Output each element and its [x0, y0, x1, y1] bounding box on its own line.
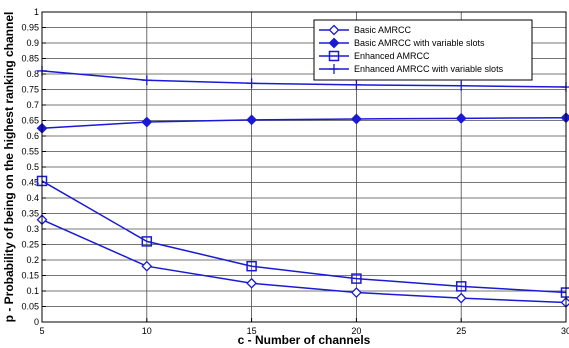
- y-tick-label: 0.4: [26, 193, 39, 203]
- data-point: [350, 287, 362, 298]
- data-point: [141, 260, 153, 272]
- data-point: [351, 273, 362, 284]
- data-point: [246, 114, 258, 126]
- x-tick-label: 10: [142, 326, 152, 336]
- y-tick-label: 0.7: [26, 100, 39, 110]
- series-group: [36, 65, 569, 308]
- y-tick-label: 0.05: [21, 302, 39, 312]
- legend-entry-3: Enhanced AMRCC: [319, 50, 430, 62]
- series-1: [36, 214, 569, 308]
- x-tick-label: 20: [351, 326, 361, 336]
- y-tick-label: 0.45: [21, 178, 39, 188]
- data-point: [246, 78, 257, 89]
- y-tick-label: 0.5: [26, 162, 39, 172]
- y-tick-label: 0.75: [21, 85, 39, 95]
- legend-marker: [328, 24, 340, 36]
- y-tick-label: 0.15: [21, 271, 39, 281]
- data-point: [141, 75, 152, 86]
- x-tick-label: 30: [561, 326, 569, 336]
- series-line: [41, 219, 567, 304]
- data-point: [246, 277, 258, 289]
- legend-marker: [329, 64, 339, 74]
- series-line: [41, 116, 567, 129]
- legend-box: [313, 19, 533, 81]
- y-tick-label: 0.8: [26, 69, 39, 79]
- y-tick-label: 0.2: [26, 255, 39, 265]
- legend-label: Enhanced AMRCC: [354, 51, 430, 61]
- y-tick-label: 0.6: [26, 131, 39, 141]
- x-tick-label: 5: [39, 326, 44, 336]
- data-point: [246, 260, 257, 272]
- legend-label: Basic AMRCC with variable slots: [354, 38, 485, 48]
- y-tick-label: 0.1: [26, 286, 39, 296]
- x-tick-label: 15: [247, 326, 257, 336]
- y-tick-label: 1: [34, 7, 39, 17]
- data-point: [456, 80, 467, 91]
- data-point: [455, 281, 467, 292]
- series-line: [41, 70, 567, 88]
- y-axis-ticks: 0 0.05 0.1 0.15 0.2 0.25 0.3 0.35 0.4 0.45 0.5 0.55…: [21, 7, 46, 327]
- series-4: [37, 65, 569, 93]
- legend-marker: [328, 37, 340, 49]
- data-point: [351, 79, 362, 90]
- x-axis-label: c - Number of channels: [238, 333, 371, 347]
- data-point: [350, 113, 362, 125]
- y-tick-label: 0.9: [26, 38, 39, 48]
- y-tick-label: 0.65: [21, 116, 39, 126]
- legend-marker: [328, 50, 340, 62]
- legend: Basic AMRCC Basic AMRCC with variable slo…: [313, 19, 533, 81]
- legend-label: Enhanced AMRCC with variable slots: [354, 64, 504, 74]
- data-point: [455, 112, 467, 124]
- data-point: [455, 292, 467, 304]
- y-tick-label: 0.55: [21, 147, 39, 157]
- data-point: [141, 116, 153, 128]
- x-tick-label: 25: [456, 326, 466, 336]
- plot-frame: [41, 11, 567, 323]
- y-tick-label: 0.3: [26, 224, 39, 234]
- y-tick-label: 0.95: [21, 23, 39, 33]
- y-axis-label: p - Probability of being on the highest …: [2, 12, 16, 323]
- y-tick-label: 0: [34, 317, 39, 327]
- series-line: [41, 180, 567, 294]
- y-tick-label: 0.25: [21, 240, 39, 250]
- legend-label: Basic AMRCC: [354, 25, 412, 35]
- legend-entry-1: Basic AMRCC: [319, 24, 412, 36]
- legend-entry-4: Enhanced AMRCC with variable slots: [319, 64, 504, 74]
- y-tick-label: 0.35: [21, 209, 39, 219]
- y-tick-label: 0.85: [21, 54, 39, 64]
- data-point: [141, 236, 153, 247]
- legend-entry-2: Basic AMRCC with variable slots: [319, 37, 485, 49]
